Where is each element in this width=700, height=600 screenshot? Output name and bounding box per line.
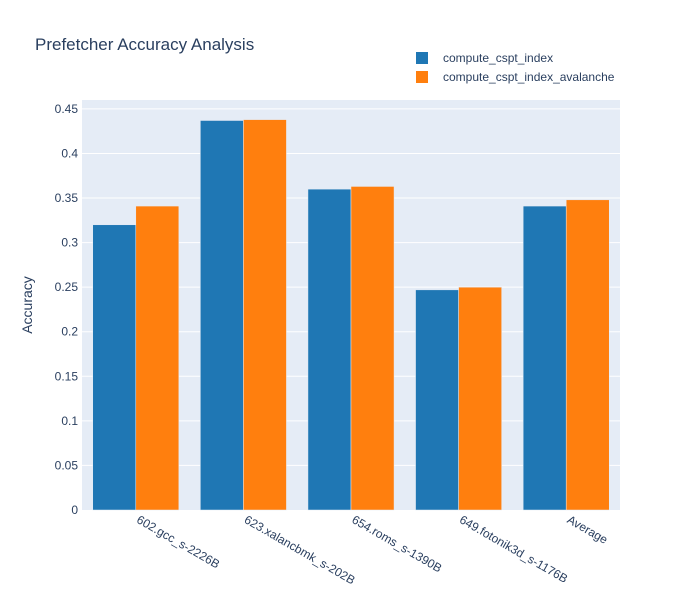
bar-compute_cspt_index-0[interactable] bbox=[92, 224, 137, 511]
bar-compute_cspt_index_avalanche-0[interactable] bbox=[135, 205, 180, 511]
y-tick-label: 0.2 bbox=[61, 325, 78, 339]
x-tick-label: 602.gcc_s-2226B bbox=[134, 512, 222, 571]
bar-compute_cspt_index_avalanche-3[interactable] bbox=[458, 286, 502, 511]
legend[interactable]: compute_cspt_index compute_cspt_index_ava… bbox=[416, 51, 615, 84]
bar-compute_cspt_index_avalanche-1[interactable] bbox=[243, 119, 287, 511]
legend-swatch bbox=[416, 52, 428, 64]
bar-compute_cspt_index-2[interactable] bbox=[307, 188, 352, 511]
bar-compute_cspt_index_avalanche-4[interactable] bbox=[565, 199, 610, 511]
y-tick-label: 0.45 bbox=[55, 102, 79, 116]
x-tick-label: Average bbox=[565, 512, 611, 547]
y-tick-label: 0.1 bbox=[61, 414, 78, 428]
y-tick-labels: 0 0.05 0.1 0.15 0.2 0.25 0.3 0.35 0.4 0.45 bbox=[55, 102, 79, 517]
x-tick-label: 654.roms_s-1390B bbox=[350, 512, 445, 575]
y-tick-label: 0.25 bbox=[55, 280, 79, 294]
y-tick-label: 0 bbox=[71, 503, 78, 517]
y-tick-label: 0.15 bbox=[55, 369, 79, 383]
legend-swatch bbox=[416, 71, 428, 83]
bar-compute_cspt_index-4[interactable] bbox=[522, 205, 567, 511]
y-tick-label: 0.3 bbox=[61, 236, 78, 250]
y-tick-label: 0.05 bbox=[55, 458, 79, 472]
y-tick-label: 0.4 bbox=[61, 146, 78, 160]
legend-item[interactable]: compute_cspt_index bbox=[416, 51, 553, 65]
y-tick-label: 0.35 bbox=[55, 191, 79, 205]
legend-label: compute_cspt_index bbox=[443, 51, 553, 65]
bars bbox=[92, 119, 610, 511]
x-tick-labels: 602.gcc_s-2226B 623.xalancbmk_s-202B654.r… bbox=[134, 512, 610, 587]
chart-title: Prefetcher Accuracy Analysis bbox=[35, 35, 254, 54]
bar-compute_cspt_index-1[interactable] bbox=[200, 120, 244, 511]
bar-compute_cspt_index_avalanche-2[interactable] bbox=[350, 186, 395, 511]
bar-compute_cspt_index-3[interactable] bbox=[415, 289, 459, 511]
legend-item[interactable]: compute_cspt_index_avalanche bbox=[416, 70, 615, 84]
legend-label: compute_cspt_index_avalanche bbox=[443, 70, 615, 84]
x-tick-label: 649.fotonik3d_s-1176B bbox=[457, 512, 570, 585]
x-tick-label: 623.xalancbmk_s-202B bbox=[242, 512, 358, 587]
y-axis-label: Accuracy bbox=[19, 276, 35, 334]
